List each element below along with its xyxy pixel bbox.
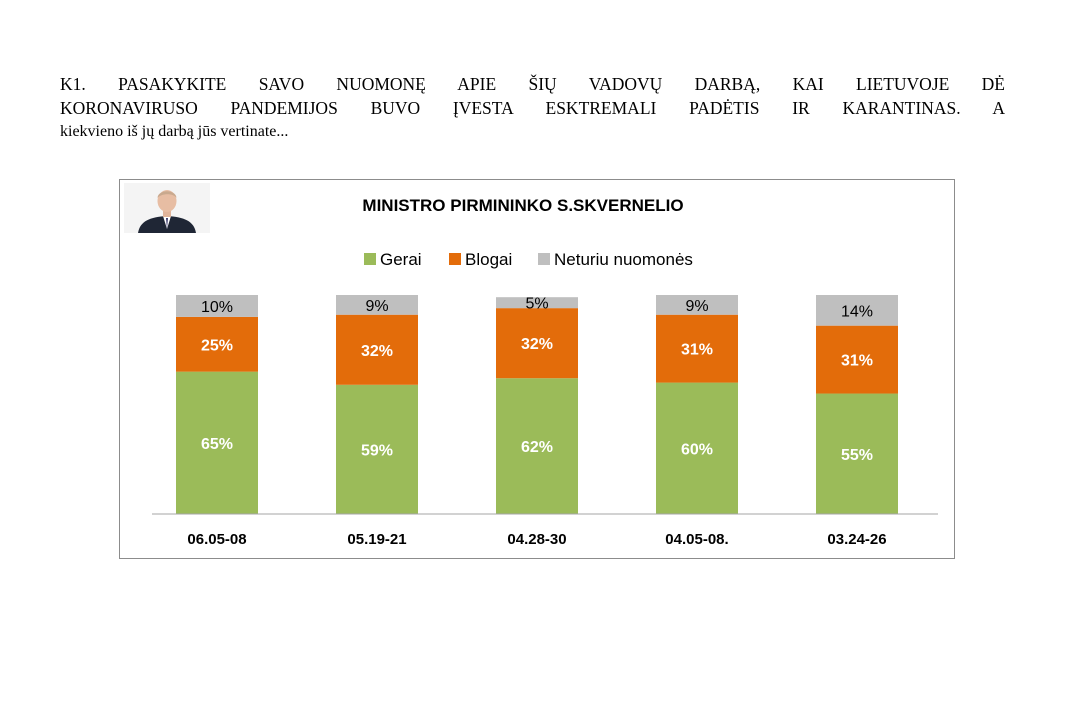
bar-label-1-2: 9% (365, 298, 388, 315)
bar-segment-0-2 (176, 295, 258, 317)
bar-label-2-1: 32% (521, 336, 553, 353)
category-label-1: 05.19-21 (347, 531, 406, 548)
category-label-0: 06.05-08 (187, 531, 246, 548)
bar-label-4-1: 31% (841, 353, 873, 370)
bar-segment-3-2 (656, 295, 738, 315)
legend-blogai-label: Blogai (465, 250, 512, 269)
bar-label-1-0: 59% (361, 442, 393, 459)
bar-segment-4-0 (816, 393, 898, 514)
chart-bars: 65% 25% 10% 59% 32% 9% 62% 32% 5% 60% 31% 9% 55% 31% 1… (176, 295, 898, 514)
chart-title: MINISTRO PIRMININKO S.SKVERNELIO (362, 196, 683, 215)
bar-segment-0-0 (176, 371, 258, 514)
bar-label-3-0: 60% (681, 441, 713, 458)
bar-segment-1-1 (336, 314, 418, 385)
category-label-3: 04.05-08. (665, 531, 728, 548)
bar-label-4-2: 14% (841, 303, 873, 320)
bar-segment-2-0 (496, 378, 578, 514)
x-axis-categories: 06.05-08 05.19-21 04.28-30 04.05-08. 03.24-2… (187, 531, 886, 548)
bar-segment-2-1 (496, 308, 578, 379)
person-portrait-icon (124, 183, 210, 233)
question-text: K1. PASAKYKITE SAVO NUOMONĘ APIE ŠIŲ VAD… (60, 72, 1005, 144)
legend-gerai-label: Gerai (380, 250, 422, 269)
chart-legend: Gerai Blogai Neturiu nuomonės (364, 250, 693, 269)
bar-segment-1-2 (336, 295, 418, 315)
bar-label-3-1: 31% (681, 342, 713, 359)
bar-label-0-0: 65% (201, 436, 233, 453)
legend-neturiu-swatch (538, 253, 550, 265)
bar-label-0-1: 25% (201, 337, 233, 354)
legend-gerai-swatch (364, 253, 376, 265)
question-line-1: K1. PASAKYKITE SAVO NUOMONĘ APIE ŠIŲ VAD… (60, 74, 1005, 94)
bar-segment-4-1 (816, 325, 898, 394)
bar-segment-1-0 (336, 384, 418, 514)
category-label-4: 03.24-26 (827, 531, 886, 548)
bar-segment-2-2 (496, 297, 578, 309)
category-label-2: 04.28-30 (507, 531, 566, 548)
stacked-bar-chart: MINISTRO PIRMININKO S.SKVERNELIO Gerai Bl… (152, 196, 938, 548)
bar-label-2-2: 5% (525, 296, 548, 313)
bar-label-3-2: 9% (685, 298, 708, 315)
bar-segment-4-2 (816, 295, 898, 326)
bar-segment-0-1 (176, 316, 258, 372)
question-line-3: kiekvieno iš jų darbą jūs vertinate... (60, 123, 289, 140)
bar-label-4-0: 55% (841, 447, 873, 464)
question-line-2: KORONAVIRUSO PANDEMIJOS BUVO ĮVESTA ESKT… (60, 98, 1005, 118)
legend-blogai-swatch (449, 253, 461, 265)
bar-segment-3-1 (656, 314, 738, 383)
chart-container: MINISTRO PIRMININKO S.SKVERNELIO Gerai Bl… (119, 179, 955, 559)
legend-neturiu-label: Neturiu nuomonės (554, 250, 693, 269)
portrait-graphic (124, 183, 210, 233)
bar-segment-3-0 (656, 382, 738, 514)
bar-label-1-1: 32% (361, 343, 393, 360)
bar-label-0-2: 10% (201, 299, 233, 316)
bar-label-2-0: 62% (521, 439, 553, 456)
